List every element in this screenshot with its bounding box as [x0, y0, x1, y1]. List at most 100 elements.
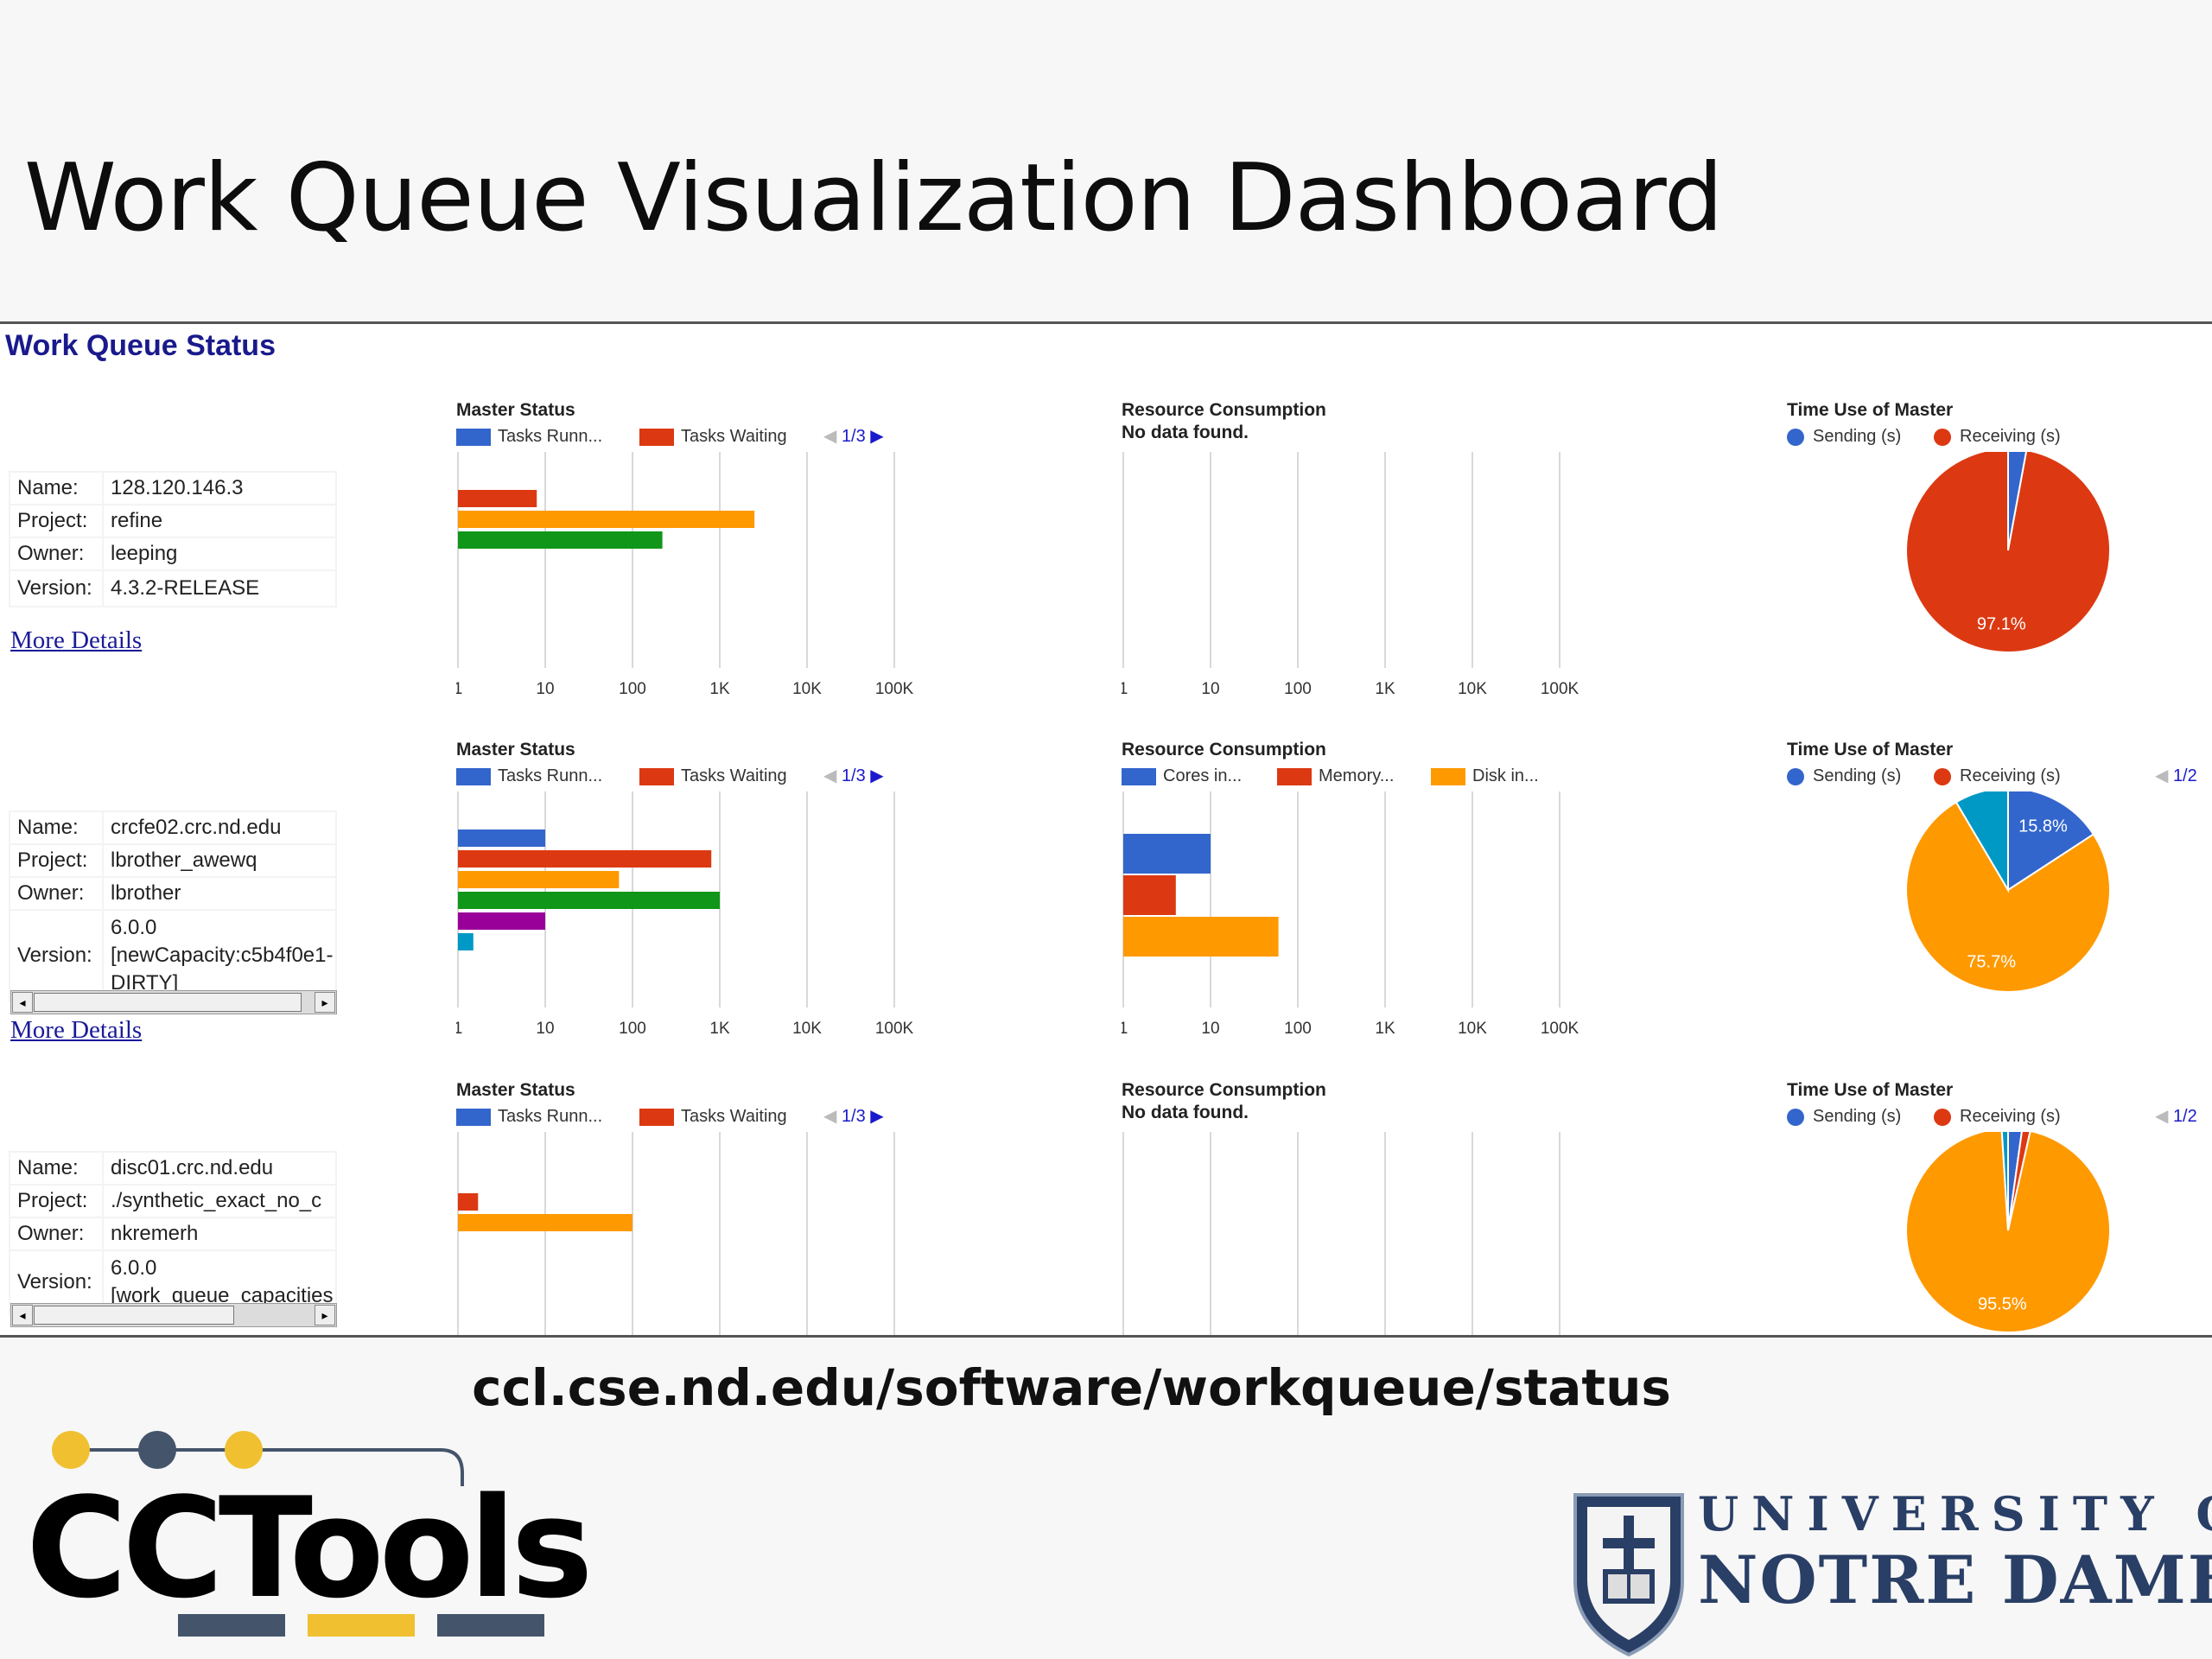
scroll-left-icon[interactable]: ◂	[12, 1305, 33, 1325]
scroll-thumb[interactable]	[34, 993, 302, 1012]
scroll-right-icon[interactable]: ▸	[315, 1305, 335, 1325]
pie-slice[interactable]	[1905, 801, 2111, 993]
legend-label: Cores in...	[1163, 766, 1243, 785]
horizontal-scrollbar[interactable]: ◂ ▸	[10, 990, 337, 1014]
notre-dame-logo: UNIVERSITY OF NOTRE DAME	[1568, 1486, 2212, 1659]
pie-slice[interactable]	[1905, 452, 2111, 653]
pager-prev-icon[interactable]: ◀	[823, 1107, 842, 1126]
bar[interactable]	[458, 830, 545, 847]
master-status-chart: Master Status Tasks Runn... Tasks Waiting ◀…	[456, 400, 1009, 711]
legend-item[interactable]: Receiving (s)	[1934, 1106, 2061, 1127]
version-line: 6.0.0	[111, 916, 157, 939]
dashboard-screenshot: Work Queue Status Name: 128.120.146.3 Proj…	[0, 321, 2212, 1338]
bar[interactable]	[1123, 834, 1211, 874]
notre-dame-shield-icon	[1573, 1493, 1684, 1657]
legend-pager[interactable]: ◀ 1/3 ▶	[823, 1106, 884, 1127]
legend-item[interactable]: Tasks Runn...	[456, 766, 602, 786]
pager-prev-icon[interactable]: ◀	[2155, 1107, 2173, 1126]
info-value-owner: nkremerh	[104, 1218, 335, 1249]
bar-plot: 1101001K10K100K	[456, 791, 914, 1038]
bar[interactable]	[458, 1193, 479, 1211]
tick-label: 10K	[792, 1020, 822, 1038]
horizontal-scrollbar[interactable]: ◂ ▸	[10, 1303, 337, 1327]
legend-pager[interactable]: ◀ 1/2	[2155, 766, 2197, 786]
legend-swatch	[639, 767, 674, 785]
legend-item[interactable]: Tasks Waiting	[639, 1106, 787, 1127]
legend-label: Tasks Waiting	[681, 1107, 787, 1126]
legend-swatch	[456, 428, 491, 446]
legend-item[interactable]: Tasks Runn...	[456, 1106, 602, 1127]
tick-label: 10K	[1458, 1020, 1487, 1038]
info-row-project: Project: ./synthetic_exact_no_c	[10, 1185, 335, 1217]
pie-slice[interactable]	[2007, 1132, 2031, 1231]
bar[interactable]	[458, 531, 663, 549]
pie-slice-label: 97.1%	[1977, 615, 2026, 634]
legend-item[interactable]: Tasks Runn...	[456, 426, 602, 447]
pager-next-icon[interactable]: ▶	[865, 427, 884, 446]
resource-consumption-chart: Resource Consumption No data found. 110100…	[1122, 1080, 1675, 1335]
legend-item[interactable]: Receiving (s)	[1934, 766, 2061, 786]
legend-item[interactable]: Disk in...	[1431, 766, 1539, 786]
pie-slice[interactable]	[1905, 1132, 2111, 1333]
info-row-owner: Owner: lbrother	[10, 878, 335, 909]
info-label-owner: Owner:	[10, 1218, 102, 1249]
bar[interactable]	[458, 1214, 632, 1231]
pie-slice[interactable]	[2007, 791, 2095, 892]
legend-item[interactable]: Sending (s)	[1787, 766, 1901, 786]
scroll-right-icon[interactable]: ▸	[315, 992, 335, 1013]
legend-item[interactable]: Tasks Waiting	[639, 766, 787, 786]
pager-prev-icon[interactable]: ◀	[823, 766, 842, 785]
bar[interactable]	[1123, 917, 1279, 957]
legend-item[interactable]: Sending (s)	[1787, 1106, 1901, 1127]
bar[interactable]	[1123, 875, 1176, 915]
scroll-thumb[interactable]	[34, 1306, 234, 1325]
info-value-name: 128.120.146.3	[104, 473, 335, 504]
time-use-pie-chart: Time Use of Master Sending (s) Receiving (…	[1787, 400, 2212, 711]
chart-title: Resource Consumption	[1122, 1080, 1326, 1100]
bar[interactable]	[458, 871, 620, 888]
pie-slice[interactable]	[2000, 1132, 2009, 1231]
legend-label: Tasks Runn...	[498, 427, 603, 446]
tick-label: 100	[619, 680, 646, 698]
bar[interactable]	[458, 933, 474, 950]
tick-label: 100K	[1541, 1020, 1580, 1038]
pager-next-icon[interactable]: ▶	[865, 766, 884, 785]
bar-plot: 1101001K10K100K	[1122, 1132, 1560, 1335]
legend-swatch	[1122, 767, 1156, 785]
pager-prev-icon[interactable]: ◀	[2155, 766, 2173, 785]
tick-label: 1	[456, 1020, 462, 1038]
legend-item[interactable]: Sending (s)	[1787, 426, 1901, 447]
bar[interactable]	[458, 850, 712, 868]
bar-plot: 1101001K10K100K	[1122, 791, 1580, 1038]
chart-title: Time Use of Master	[1787, 400, 1954, 420]
tick-label: 100K	[875, 1020, 914, 1038]
info-value-version: 6.0.0 [newCapacity:c5b4f0e1- DIRTY]	[104, 911, 335, 1001]
scroll-left-icon[interactable]: ◂	[12, 992, 33, 1013]
info-label-owner: Owner:	[10, 538, 102, 569]
legend-item[interactable]: Cores in...	[1122, 766, 1242, 786]
legend-item[interactable]: Receiving (s)	[1934, 426, 2061, 447]
legend-item[interactable]: Memory...	[1277, 766, 1394, 786]
bar[interactable]	[458, 892, 720, 909]
more-details-link[interactable]: More Details	[10, 626, 143, 654]
tick-label: 100	[1284, 1020, 1312, 1038]
bar[interactable]	[458, 912, 545, 930]
chart-title: Time Use of Master	[1787, 740, 1954, 760]
cctools-wordmark: CCTools	[26, 1467, 594, 1629]
legend-pager[interactable]: ◀ 1/3 ▶	[823, 426, 884, 447]
legend-item[interactable]: Tasks Waiting	[639, 426, 787, 447]
legend-label: Tasks Runn...	[498, 766, 603, 785]
bar[interactable]	[458, 490, 537, 507]
legend-dot	[1934, 428, 1951, 446]
pager-prev-icon[interactable]: ◀	[823, 427, 842, 446]
bar[interactable]	[458, 511, 755, 528]
pager-next-icon[interactable]: ▶	[865, 1107, 884, 1126]
info-label-project: Project:	[10, 845, 102, 876]
info-value-owner: leeping	[104, 538, 335, 569]
more-details-link[interactable]: More Details	[10, 1016, 143, 1044]
tick-label: 1K	[1375, 1020, 1395, 1038]
pie-slice[interactable]	[1955, 791, 2009, 893]
legend-pager[interactable]: ◀ 1/3 ▶	[823, 766, 884, 786]
legend-pager[interactable]: ◀ 1/2	[2155, 1106, 2197, 1127]
legend-swatch	[456, 767, 491, 785]
